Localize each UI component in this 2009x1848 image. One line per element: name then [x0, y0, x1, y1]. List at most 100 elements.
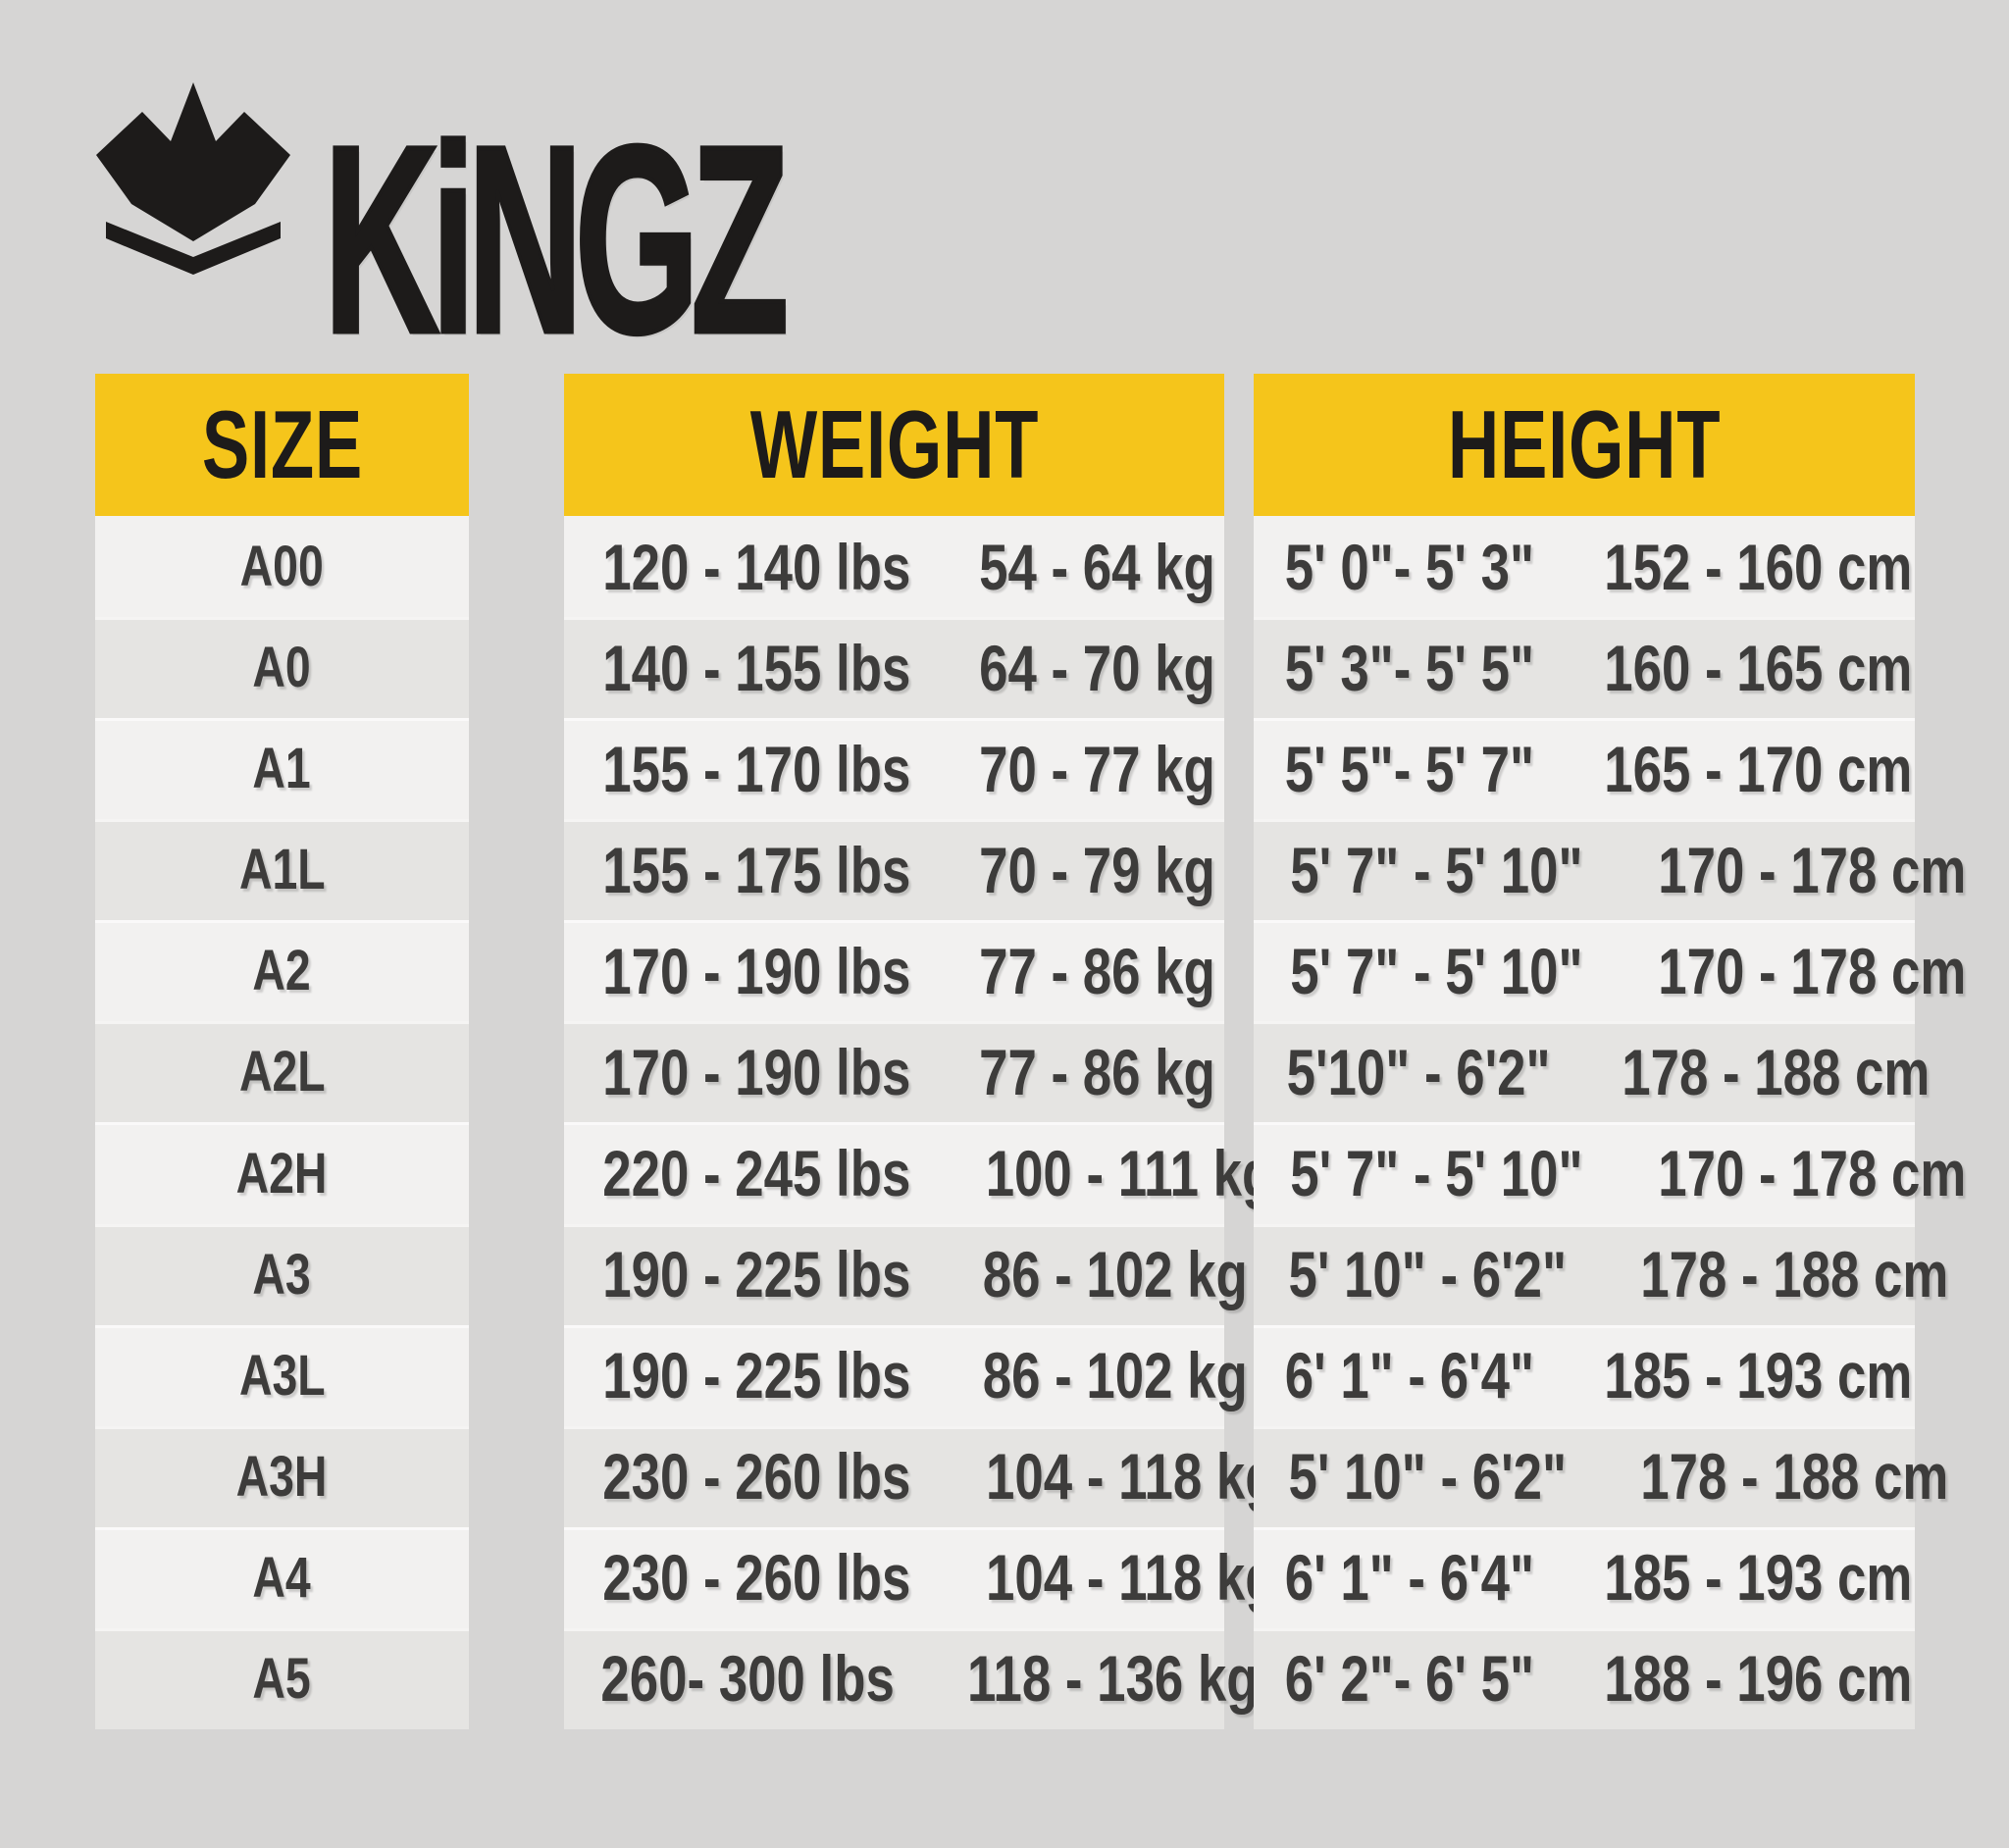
table-row: 155 - 170 lbs 70 - 77 kg: [564, 718, 1224, 820]
size-label: A1L: [238, 838, 326, 902]
weight-kg-value: 100 - 111 kg: [985, 1137, 1273, 1209]
table-row: A3: [95, 1223, 469, 1325]
table-row: A1: [95, 718, 469, 820]
height-ftin-value: 5' 10" - 6'2": [1288, 1238, 1568, 1311]
weight-kg-cell: 64 - 70 kg: [950, 617, 1245, 718]
height-cm-value: 170 - 178 cm: [1658, 1137, 1967, 1209]
height-cm-cell: 170 - 178 cm: [1620, 920, 2005, 1021]
table-row: 190 - 225 lbs 86 - 102 kg: [564, 1223, 1247, 1325]
size-cell: A2: [95, 920, 469, 1021]
size-cell: A4: [95, 1527, 469, 1628]
weight-kg-value: 86 - 102 kg: [982, 1238, 1248, 1311]
weight-lbs-value: 170 - 190 lbs: [602, 1035, 911, 1108]
table-row: 5' 7" - 5' 10" 170 - 178 cm: [1254, 920, 1966, 1022]
table-row: 5'10" - 6'2" 178 - 188 cm: [1254, 1021, 1931, 1123]
weight-kg-value: 64 - 70 kg: [978, 631, 1215, 704]
height-ftin-cell: 5' 10" - 6'2": [1254, 1224, 1602, 1325]
table-row: A1L: [95, 819, 469, 921]
table-row: 170 - 190 lbs 77 - 86 kg: [564, 1021, 1224, 1123]
weight-lbs-value: 140 - 155 lbs: [602, 631, 911, 704]
weight-kg-value: 86 - 102 kg: [982, 1339, 1248, 1412]
height-ftin-value: 5' 0"- 5' 3": [1284, 530, 1535, 603]
weight-lbs-value: 230 - 260 lbs: [602, 1541, 911, 1615]
height-header-label: HEIGHT: [1447, 390, 1722, 498]
weight-kg-cell: 118 - 136 kg: [931, 1628, 1295, 1729]
height-cm-cell: 188 - 196 cm: [1566, 1628, 1951, 1729]
height-cm-value: 188 - 196 cm: [1604, 1642, 1913, 1716]
height-ftin-cell: 6' 1" - 6'4": [1254, 1325, 1566, 1426]
size-label: A3: [252, 1242, 312, 1307]
table-row: A3H: [95, 1425, 469, 1527]
height-cm-cell: 170 - 178 cm: [1620, 1122, 2005, 1223]
weight-lbs-cell: 220 - 245 lbs: [564, 1122, 950, 1223]
height-cm-cell: 170 - 178 cm: [1620, 819, 2005, 920]
size-table-rows: A00 A0 A1 A1L A2 A2L A2H A3 A3L A3H A4 A…: [95, 516, 469, 1729]
height-cm-value: 152 - 160 cm: [1604, 530, 1913, 603]
size-label: A3L: [238, 1343, 326, 1408]
weight-kg-cell: 86 - 102 kg: [950, 1325, 1281, 1426]
height-cm-value: 178 - 188 cm: [1639, 1440, 1948, 1514]
weight-lbs-cell: 190 - 225 lbs: [564, 1325, 950, 1426]
height-cm-cell: 165 - 170 cm: [1566, 718, 1951, 819]
table-row: 5' 10" - 6'2" 178 - 188 cm: [1254, 1223, 1948, 1325]
table-row: A2L: [95, 1021, 469, 1123]
table-row: A4: [95, 1526, 469, 1628]
size-label: A5: [252, 1646, 312, 1711]
crown-shield-shape: [96, 82, 290, 241]
table-row: 5' 3"- 5' 5" 160 - 165 cm: [1254, 617, 1915, 719]
weight-kg-value: 77 - 86 kg: [978, 934, 1215, 1007]
weight-lbs-value: 120 - 140 lbs: [602, 530, 911, 603]
height-ftin-value: 5' 7" - 5' 10": [1290, 833, 1583, 906]
weight-kg-value: 104 - 118 kg: [985, 1440, 1277, 1514]
weight-lbs-cell: 155 - 170 lbs: [564, 718, 950, 819]
height-ftin-cell: 6' 2"- 6' 5": [1254, 1628, 1566, 1729]
size-cell: A2H: [95, 1122, 469, 1223]
weight-lbs-value: 155 - 175 lbs: [602, 833, 911, 906]
table-row: 5' 7" - 5' 10" 170 - 178 cm: [1254, 819, 1966, 921]
height-ftin-cell: 5' 0"- 5' 3": [1254, 516, 1566, 617]
height-cm-value: 178 - 188 cm: [1622, 1035, 1931, 1108]
weight-kg-value: 54 - 64 kg: [978, 530, 1215, 603]
table-row: A5: [95, 1627, 469, 1729]
height-ftin-cell: 5' 10" - 6'2": [1254, 1426, 1602, 1527]
height-ftin-value: 6' 2"- 6' 5": [1284, 1642, 1535, 1716]
weight-kg-value: 70 - 77 kg: [978, 732, 1215, 805]
table-row: 5' 0"- 5' 3" 152 - 160 cm: [1254, 516, 1915, 618]
size-cell: A3L: [95, 1325, 469, 1426]
table-row: A0: [95, 617, 469, 719]
size-label: A2: [252, 939, 312, 1003]
table-row: A2H: [95, 1122, 469, 1224]
size-cell: A1L: [95, 819, 469, 920]
table-row: 190 - 225 lbs 86 - 102 kg: [564, 1324, 1247, 1426]
size-cell: A3: [95, 1224, 469, 1325]
weight-kg-cell: 70 - 77 kg: [950, 718, 1245, 819]
table-row: 140 - 155 lbs 64 - 70 kg: [564, 617, 1224, 719]
table-row: 6' 2"- 6' 5" 188 - 196 cm: [1254, 1627, 1915, 1729]
height-ftin-value: 5'10" - 6'2": [1286, 1035, 1551, 1108]
weight-lbs-cell: 155 - 175 lbs: [564, 819, 950, 920]
weight-lbs-value: 170 - 190 lbs: [602, 934, 911, 1007]
size-label: A00: [239, 535, 325, 599]
weight-kg-cell: 86 - 102 kg: [950, 1224, 1281, 1325]
height-ftin-value: 5' 10" - 6'2": [1288, 1440, 1568, 1514]
weight-lbs-cell: 170 - 190 lbs: [564, 920, 950, 1021]
table-row: 5' 7" - 5' 10" 170 - 178 cm: [1254, 1122, 1966, 1224]
size-table-header: SIZE: [95, 374, 469, 516]
size-cell: A0: [95, 617, 469, 718]
table-row: 230 - 260 lbs 104 - 118 kg: [564, 1526, 1276, 1628]
height-ftin-cell: 5' 7" - 5' 10": [1254, 920, 1620, 1021]
size-label: A4: [252, 1545, 312, 1610]
height-cm-value: 160 - 165 cm: [1604, 631, 1913, 704]
height-cm-cell: 178 - 188 cm: [1602, 1224, 1987, 1325]
size-label: A1: [252, 737, 312, 801]
table-row: 260- 300 lbs 118 - 136 kg: [564, 1627, 1259, 1729]
height-cm-value: 185 - 193 cm: [1604, 1339, 1913, 1412]
size-cell: A2L: [95, 1021, 469, 1122]
table-row: 170 - 190 lbs 77 - 86 kg: [564, 920, 1224, 1022]
height-ftin-cell: 5' 5"- 5' 7": [1254, 718, 1566, 819]
table-row: 230 - 260 lbs 104 - 118 kg: [564, 1425, 1276, 1527]
weight-lbs-cell: 120 - 140 lbs: [564, 516, 950, 617]
weight-kg-cell: 54 - 64 kg: [950, 516, 1245, 617]
height-ftin-cell: 5' 3"- 5' 5": [1254, 617, 1566, 718]
